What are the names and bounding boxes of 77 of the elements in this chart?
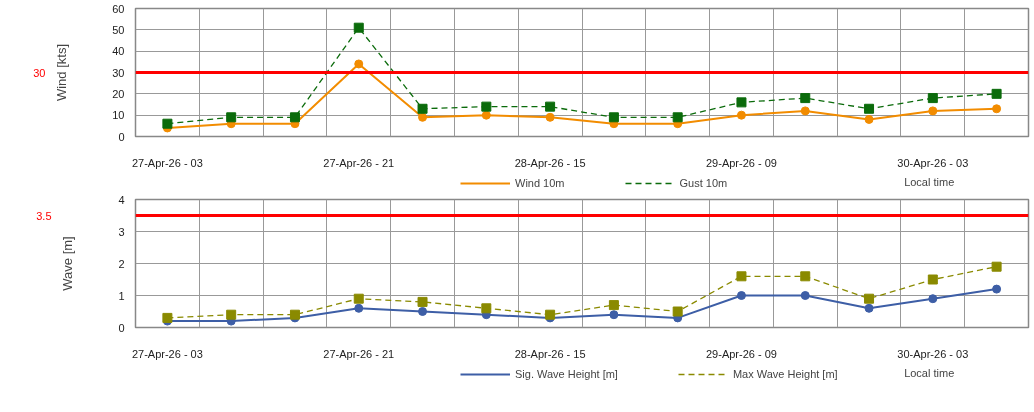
text: Local time <box>904 366 955 379</box>
legend-label: Wind 10m <box>515 177 565 189</box>
point <box>289 112 300 123</box>
point <box>354 59 364 69</box>
point <box>418 112 428 122</box>
y-tick-label: 50 <box>112 23 125 36</box>
y-axis-title: Wind [kts] <box>54 43 70 102</box>
point <box>417 296 428 307</box>
point <box>545 101 556 112</box>
x-tick-label: 29-Apr-26 - 09 <box>706 156 777 169</box>
point <box>864 293 875 304</box>
point <box>736 291 746 300</box>
legend-label: Max Wave Height [m] <box>732 368 838 380</box>
point <box>800 93 811 104</box>
point <box>991 261 1002 272</box>
point <box>353 293 364 304</box>
point <box>162 118 173 129</box>
point <box>927 93 938 104</box>
point <box>864 114 874 124</box>
point <box>353 22 364 33</box>
point <box>609 310 619 320</box>
y-tick-label: 40 <box>112 45 125 58</box>
y-axis-title: Wave [m] <box>60 236 76 291</box>
point <box>418 307 428 316</box>
point <box>481 101 492 112</box>
point <box>226 309 237 320</box>
x-tick-label: 27-Apr-26 - 21 <box>323 156 395 169</box>
point <box>800 106 810 116</box>
x-tick-label: 27-Apr-26 - 03 <box>131 156 203 169</box>
point <box>800 271 811 282</box>
y-tick-label: 30 <box>112 66 125 79</box>
point <box>864 303 874 313</box>
point <box>928 106 938 116</box>
y-tick-label: 20 <box>112 87 125 100</box>
point <box>545 309 556 320</box>
x-tick-label: 27-Apr-26 - 03 <box>131 347 203 360</box>
point <box>226 112 237 123</box>
x-tick-label: 30-Apr-26 - 03 <box>897 347 969 360</box>
point <box>928 294 938 304</box>
y-tick-label: 60 <box>112 2 125 15</box>
x-tick-label: 28-Apr-26 - 15 <box>514 347 586 360</box>
x-tick-label: 29-Apr-26 - 09 <box>706 347 777 360</box>
y-tick-label: 4 <box>118 193 125 206</box>
x-tick-label: 30-Apr-26 - 03 <box>897 156 969 169</box>
point <box>608 112 619 123</box>
point <box>162 312 173 323</box>
point <box>736 97 747 108</box>
point <box>736 110 746 120</box>
point <box>991 88 1002 99</box>
y-tick-label: 10 <box>112 109 125 122</box>
text: Local time <box>904 175 955 188</box>
x-tick-label: 27-Apr-26 - 21 <box>323 347 395 360</box>
point <box>927 274 938 285</box>
ref-line-label: 3.5 <box>36 209 52 222</box>
y-tick-label: 1 <box>118 289 125 302</box>
y-tick-label: 0 <box>118 321 125 334</box>
legend-label: Sig. Wave Height [m] <box>515 368 618 380</box>
y-tick-label: 2 <box>118 257 125 270</box>
point <box>608 300 619 311</box>
point <box>354 303 364 313</box>
ref-line-label: 30 <box>33 66 46 79</box>
point <box>736 271 747 282</box>
point <box>545 112 555 122</box>
x-tick-label: 28-Apr-26 - 15 <box>514 156 586 169</box>
point <box>800 291 810 300</box>
point <box>289 309 300 320</box>
y-tick-label: 3 <box>118 225 125 238</box>
point <box>481 110 491 120</box>
point <box>481 303 492 314</box>
y-tick-label: 0 <box>118 130 125 143</box>
point <box>417 103 428 114</box>
point <box>864 103 875 114</box>
point <box>672 306 683 317</box>
point <box>992 104 1002 114</box>
point <box>992 284 1002 294</box>
point <box>672 112 683 123</box>
legend-label: Gust 10m <box>679 177 728 189</box>
